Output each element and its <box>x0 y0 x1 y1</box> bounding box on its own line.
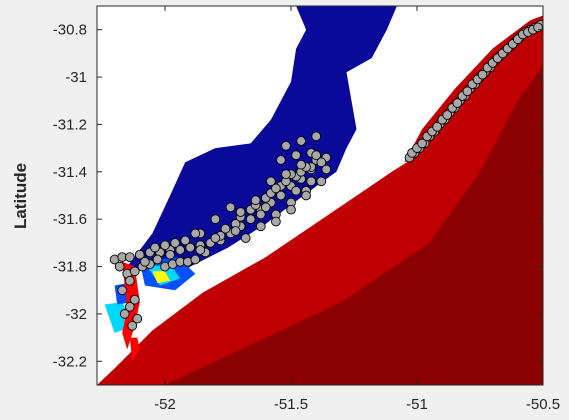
data-point <box>180 235 191 246</box>
data-point <box>311 131 322 142</box>
data-point <box>417 138 427 149</box>
data-point <box>124 275 135 286</box>
data-point <box>266 176 276 187</box>
data-point <box>533 22 543 33</box>
plot-frame <box>96 5 544 386</box>
data-point <box>134 249 145 260</box>
x-tick-label: -51.5 <box>274 396 308 413</box>
scatter-markers <box>109 20 543 331</box>
data-point <box>281 140 291 151</box>
data-point <box>240 233 251 243</box>
data-point <box>210 233 221 243</box>
y-tick-label: -30.8 <box>53 22 87 39</box>
data-point <box>132 313 143 324</box>
data-point <box>220 223 231 234</box>
data-point <box>114 261 125 272</box>
data-point <box>160 240 170 251</box>
y-tick-label: -32 <box>65 306 87 323</box>
data-point <box>296 159 306 170</box>
data-layers <box>97 6 543 385</box>
data-point <box>170 238 180 248</box>
y-tick-label: -31 <box>65 69 87 86</box>
x-tick-label: -50.5 <box>526 396 560 413</box>
data-point <box>276 155 286 165</box>
estuary-patch <box>129 337 140 362</box>
data-point <box>152 254 163 265</box>
data-point <box>175 245 186 255</box>
y-tick-label: -31.4 <box>53 164 87 181</box>
data-point <box>462 86 473 97</box>
data-point <box>442 110 453 120</box>
plume-field <box>127 6 397 286</box>
data-point <box>432 121 443 132</box>
ocean-deep-field <box>165 65 543 385</box>
data-point <box>316 157 327 168</box>
data-point <box>271 216 281 227</box>
data-point <box>230 226 241 236</box>
data-point <box>127 320 138 331</box>
data-point <box>296 136 306 146</box>
data-point <box>477 69 488 80</box>
data-point <box>165 249 175 260</box>
y-tick-label: -31.8 <box>53 259 87 276</box>
y-tick-label: -31.2 <box>53 116 87 133</box>
data-point <box>150 242 160 253</box>
x-axis-ticks: -52 -51.5 -51 -50.5 <box>154 6 560 413</box>
data-point <box>185 242 196 253</box>
data-point <box>210 214 221 225</box>
data-point <box>306 176 317 187</box>
data-point <box>301 190 311 201</box>
data-point <box>255 209 266 220</box>
data-point <box>225 202 236 213</box>
data-point <box>316 176 327 187</box>
data-point <box>250 195 261 206</box>
data-point <box>245 214 256 225</box>
data-point <box>124 252 135 262</box>
data-point <box>195 245 206 255</box>
data-point <box>117 285 128 296</box>
data-point <box>291 185 301 196</box>
x-tick-label: -51 <box>406 396 428 413</box>
data-point <box>281 169 291 180</box>
y-axis-ticks: -30.8 -31 -31.2 -31.4 -31.6 -31.8 -32 -32.2 <box>53 22 543 370</box>
data-point <box>452 98 463 108</box>
data-point <box>235 207 246 217</box>
data-point <box>124 301 135 312</box>
data-point <box>286 204 296 215</box>
data-point <box>276 190 286 201</box>
y-axis-label: Latitude <box>11 163 30 229</box>
data-point <box>129 266 140 277</box>
y-tick-label: -31.6 <box>53 211 87 228</box>
y-tick-label: -32.2 <box>53 353 87 370</box>
data-point <box>140 256 150 267</box>
data-point <box>190 254 201 265</box>
data-point <box>119 309 130 319</box>
data-point <box>255 221 266 232</box>
estuary-patch <box>152 271 171 284</box>
data-point <box>260 202 271 213</box>
data-point <box>321 164 332 175</box>
x-tick-label: -52 <box>154 396 176 413</box>
data-point <box>190 228 201 239</box>
data-point <box>311 150 322 161</box>
data-point <box>271 183 281 194</box>
data-point <box>291 150 301 161</box>
data-point <box>129 294 140 305</box>
